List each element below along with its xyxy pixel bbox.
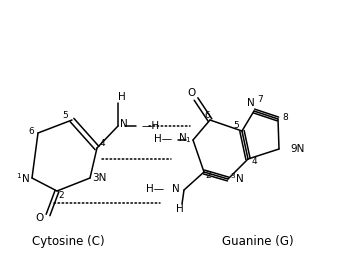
Text: Cytosine (C): Cytosine (C) [32, 236, 104, 249]
Text: 5: 5 [62, 112, 68, 121]
Text: H—: H— [146, 184, 164, 194]
Text: 9N: 9N [290, 144, 305, 154]
Text: $^3$N: $^3$N [230, 171, 244, 185]
Text: 4: 4 [251, 156, 257, 165]
Text: 8: 8 [282, 113, 288, 123]
Text: N: N [120, 119, 128, 129]
Text: N$_1$: N$_1$ [178, 131, 192, 145]
Text: 5: 5 [233, 122, 239, 131]
Text: N: N [247, 98, 255, 108]
Text: H: H [118, 92, 126, 102]
Text: —H: —H [141, 121, 159, 131]
Text: 7: 7 [257, 95, 263, 104]
Text: 6: 6 [204, 111, 210, 120]
Text: 4: 4 [99, 140, 105, 148]
Text: H—: H— [154, 134, 172, 144]
Text: 3N: 3N [92, 173, 106, 183]
Text: 2: 2 [205, 170, 211, 179]
Text: H: H [176, 204, 184, 214]
Text: Guanine (G): Guanine (G) [222, 236, 294, 249]
Text: $^1$N: $^1$N [16, 171, 30, 185]
Text: 6: 6 [28, 126, 34, 135]
Text: N: N [172, 184, 180, 194]
Text: O: O [188, 88, 196, 98]
Text: O: O [36, 213, 44, 223]
Text: 2: 2 [58, 190, 64, 199]
